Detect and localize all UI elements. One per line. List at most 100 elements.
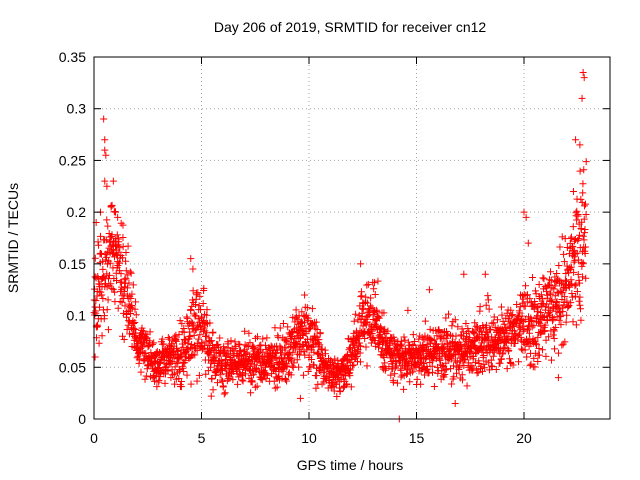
data-point xyxy=(331,355,339,363)
data-point xyxy=(115,238,123,246)
data-point xyxy=(193,347,201,355)
data-point xyxy=(427,335,435,343)
data-point xyxy=(258,376,266,384)
data-point xyxy=(193,377,201,385)
data-point xyxy=(161,379,169,387)
data-point xyxy=(547,268,555,276)
data-point xyxy=(227,337,235,345)
data-point xyxy=(532,339,540,347)
data-point xyxy=(353,352,361,360)
data-point xyxy=(563,297,571,305)
data-point xyxy=(195,302,203,310)
data-point xyxy=(111,288,119,296)
data-point xyxy=(550,327,558,335)
data-point xyxy=(149,373,157,381)
data-point xyxy=(103,182,111,190)
data-point xyxy=(526,295,534,303)
data-point xyxy=(460,342,468,350)
data-point xyxy=(113,231,121,239)
data-point xyxy=(187,380,195,388)
data-point xyxy=(569,187,577,195)
data-point xyxy=(151,377,159,385)
data-point xyxy=(104,326,112,334)
data-point xyxy=(330,387,338,395)
data-point xyxy=(503,365,511,373)
data-point xyxy=(123,308,131,316)
data-point xyxy=(433,332,441,340)
data-point xyxy=(356,358,364,366)
data-point xyxy=(357,293,365,301)
data-point xyxy=(357,260,365,268)
data-point xyxy=(575,231,583,239)
data-point xyxy=(488,319,496,327)
data-point xyxy=(108,241,116,249)
data-point xyxy=(476,344,484,352)
data-point xyxy=(438,361,446,369)
data-point xyxy=(442,334,450,342)
data-point xyxy=(580,166,588,174)
data-point xyxy=(219,382,227,390)
data-point xyxy=(567,299,575,307)
data-point xyxy=(231,338,239,346)
data-point xyxy=(346,366,354,374)
data-point xyxy=(460,270,468,278)
data-point xyxy=(248,378,256,386)
data-point xyxy=(451,316,459,324)
data-point xyxy=(386,339,394,347)
data-point xyxy=(189,265,197,273)
data-point xyxy=(577,195,585,203)
data-point xyxy=(206,319,214,327)
data-point xyxy=(470,330,478,338)
data-point xyxy=(203,306,211,314)
data-point xyxy=(481,364,489,372)
data-point xyxy=(250,344,258,352)
data-point xyxy=(289,348,297,356)
data-point xyxy=(270,377,278,385)
data-point xyxy=(530,354,538,362)
data-point xyxy=(171,363,179,371)
data-point xyxy=(107,202,115,210)
data-point xyxy=(454,323,462,331)
data-point xyxy=(108,201,116,209)
data-point xyxy=(169,371,177,379)
data-point xyxy=(100,312,108,320)
data-point xyxy=(382,364,390,372)
data-point xyxy=(370,279,378,287)
data-point xyxy=(363,281,371,289)
data-point xyxy=(211,352,219,360)
data-point xyxy=(247,389,255,397)
data-point xyxy=(473,323,481,331)
data-point xyxy=(295,335,303,343)
data-point xyxy=(555,262,563,270)
data-point xyxy=(195,371,203,379)
data-point xyxy=(409,331,417,339)
data-point xyxy=(568,293,576,301)
data-point xyxy=(318,345,326,353)
data-point xyxy=(516,330,524,338)
data-point xyxy=(197,306,205,314)
data-point xyxy=(570,268,578,276)
data-point xyxy=(119,332,127,340)
data-point xyxy=(484,292,492,300)
data-point xyxy=(187,255,195,263)
data-point xyxy=(363,362,371,370)
data-point xyxy=(150,339,158,347)
data-point xyxy=(374,312,382,320)
data-point xyxy=(301,318,309,326)
data-point xyxy=(418,358,426,366)
data-point xyxy=(124,284,132,292)
data-point xyxy=(393,379,401,387)
data-point xyxy=(555,349,563,357)
data-point xyxy=(547,276,555,284)
data-point xyxy=(397,366,405,374)
data-point xyxy=(99,257,107,265)
data-point xyxy=(471,359,479,367)
data-point xyxy=(573,288,581,296)
data-point xyxy=(124,242,132,250)
data-point xyxy=(453,369,461,377)
data-point xyxy=(263,371,271,379)
data-point xyxy=(442,314,450,322)
data-point xyxy=(425,286,433,294)
data-point xyxy=(122,267,130,275)
data-point xyxy=(535,351,543,359)
